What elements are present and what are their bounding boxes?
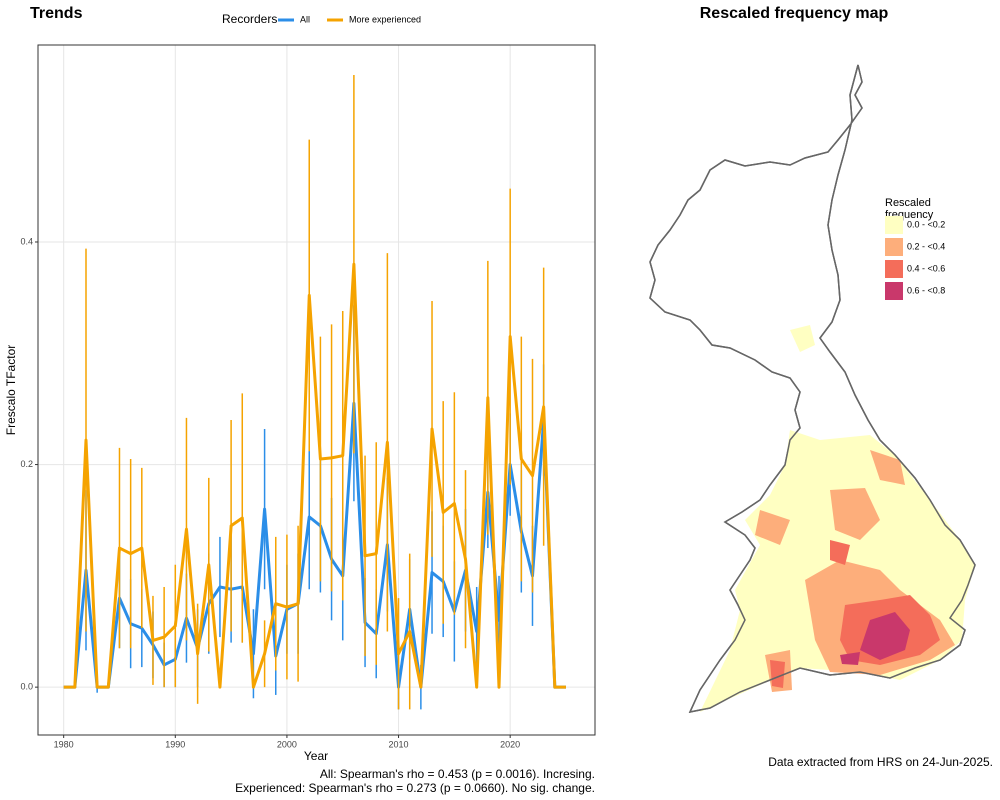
- map-annotation: Data extracted from HRS on 24-Jun-2025.: [768, 755, 993, 769]
- frequency-area: [840, 652, 860, 665]
- annotation: All: Spearman's rho = 0.453 (p = 0.0016)…: [320, 767, 595, 781]
- frequency-area: [755, 510, 790, 545]
- frequency-area: [830, 488, 880, 540]
- legend-label: 0.4 - <0.6: [907, 263, 945, 273]
- series-line: [63, 262, 566, 689]
- plot-border: [37, 44, 596, 736]
- x-axis-label: Year: [304, 749, 328, 763]
- frequency-area: [770, 660, 785, 688]
- frequency-area: [860, 612, 910, 660]
- legend-swatch: [885, 238, 903, 256]
- legend-label: All: [300, 14, 310, 24]
- y-tick-label: 0.4: [20, 236, 33, 246]
- x-tick-label: 2010: [389, 739, 409, 749]
- frequency-area: [870, 450, 905, 485]
- map-outline: [649, 64, 976, 714]
- legend-title: Recorders: [222, 12, 277, 26]
- x-tick-label: 1980: [54, 739, 74, 749]
- legend-label: 0.6 - <0.8: [907, 285, 945, 295]
- x-tick-label: 2000: [277, 739, 297, 749]
- y-tick-label: 0.0: [20, 682, 33, 692]
- legend-label: 0.0 - <0.2: [907, 219, 945, 229]
- legend-label: More experienced: [349, 14, 421, 24]
- y-tick-label: 0.2: [20, 459, 33, 469]
- chart-title: Trends: [30, 5, 83, 22]
- frequency-area: [830, 540, 850, 565]
- map-legend-title: Rescaled: [885, 197, 931, 209]
- x-tick-label: 1990: [165, 739, 185, 749]
- legend-swatch: [885, 216, 903, 234]
- annotation: Experienced: Spearman's rho = 0.273 (p =…: [235, 781, 595, 795]
- frequency-area: [790, 325, 815, 352]
- x-tick-label: 2020: [500, 739, 520, 749]
- legend-swatch: [885, 260, 903, 278]
- map-title: Rescaled frequency map: [700, 5, 889, 22]
- legend-swatch: [885, 282, 903, 300]
- y-axis-label: Frescalo TFactor: [4, 345, 18, 435]
- legend-label: 0.2 - <0.4: [907, 241, 945, 251]
